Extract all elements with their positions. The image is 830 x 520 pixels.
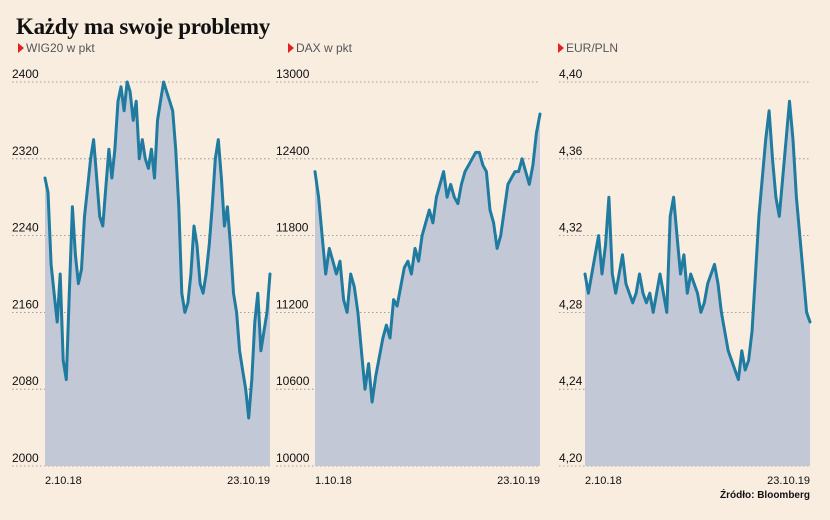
panel-1-title: WIG20 w pkt — [26, 41, 95, 55]
panel-1-y-tick: 2160 — [12, 297, 39, 311]
panel-3-y-tick: 4,24 — [559, 374, 583, 388]
panel-2-y-tick: 11800 — [276, 221, 309, 235]
panel-3-marker-icon — [558, 43, 564, 53]
panel-2-title: DAX w pkt — [296, 41, 353, 55]
panel-3-y-tick: 4,40 — [559, 67, 583, 81]
panel-3-title: EUR/PLN — [566, 41, 618, 55]
panel-1-y-tick: 2080 — [12, 374, 39, 388]
panel-2-y-tick: 12400 — [276, 144, 310, 158]
panel-1-x-tick-start: 2.10.18 — [45, 475, 82, 487]
panel-3-y-tick: 4,36 — [559, 144, 583, 158]
panel-2-marker-icon — [288, 43, 294, 53]
panel-1-x-tick-end: 23.10.19 — [227, 475, 270, 487]
chart-title: Każdy ma swoje problemy — [16, 14, 270, 39]
source-note: Źródło: Bloomberg — [720, 490, 810, 501]
panel-3-y-tick: 4,20 — [559, 451, 583, 465]
panel-2-y-tick: 10000 — [276, 451, 310, 465]
panel-2-x-tick-end: 23.10.19 — [497, 475, 540, 487]
panel-2-series-line — [313, 112, 542, 404]
panel-1-y-tick: 2240 — [12, 221, 39, 235]
panel-1-marker-icon — [18, 43, 24, 53]
panel-2-y-tick: 13000 — [276, 67, 310, 81]
panel-3-x-tick-end: 23.10.19 — [767, 475, 810, 487]
panel-1-y-tick: 2320 — [12, 144, 39, 158]
panel-3-x-tick-start: 2.10.18 — [585, 475, 622, 487]
panel-3-y-tick: 4,28 — [559, 297, 583, 311]
panel-1-y-tick: 2000 — [12, 451, 39, 465]
panel-1-y-tick: 2400 — [12, 67, 39, 81]
panel-2-area — [315, 114, 540, 466]
panel-2-y-tick: 10600 — [276, 374, 310, 388]
panel-2-x-tick-start: 1.10.18 — [315, 475, 352, 487]
panel-3-y-tick: 4,32 — [559, 221, 583, 235]
panel-2-y-tick: 11200 — [276, 297, 309, 311]
panel-1-area — [45, 82, 270, 466]
panel-3-area — [585, 101, 810, 466]
panel-1-series-line — [43, 80, 272, 420]
panel-3-series-line — [583, 99, 812, 382]
